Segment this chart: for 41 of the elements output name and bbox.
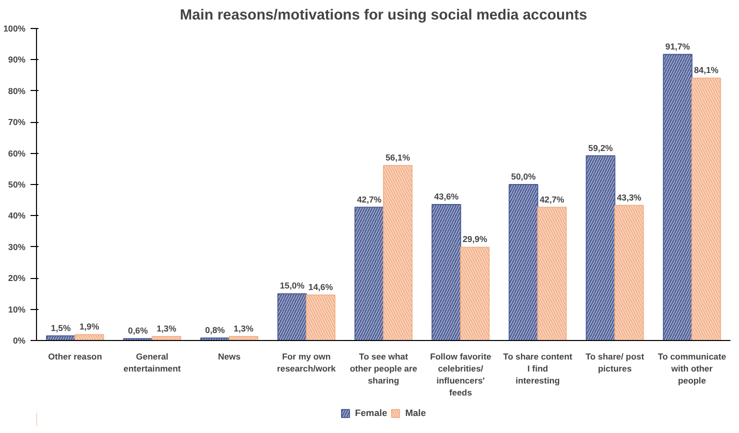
data-label: 56,1% — [385, 152, 410, 162]
data-label: 1,3% — [234, 323, 254, 334]
y-tick-label: 90% — [8, 54, 26, 65]
y-tick-label: 10% — [8, 304, 26, 314]
data-label: 0,6% — [128, 326, 148, 336]
y-tick-label: 0% — [12, 336, 26, 346]
data-label: 0,8% — [205, 325, 226, 336]
y-tick-label: 30% — [8, 242, 26, 252]
data-label: 14,6% — [308, 282, 334, 292]
x-tick-label: To share/ post pictures — [586, 352, 644, 374]
data-label: 42,7% — [356, 194, 382, 204]
data-label: 43,3% — [616, 192, 642, 202]
x-tick-label: For my own research/work — [277, 352, 336, 374]
x-tick-label: To see what other people are sharing — [350, 352, 418, 386]
x-tick-label: To share content I find interesting — [503, 352, 572, 386]
x-tick-label: Other reason — [48, 352, 102, 362]
legend-label: Female — [355, 408, 388, 418]
y-tick-label: 60% — [8, 148, 26, 158]
legend-label: Male — [405, 408, 426, 418]
data-label: 50,0% — [511, 172, 536, 182]
data-label: 42,7% — [540, 194, 565, 204]
x-tick-label: To communicate with other people — [658, 352, 726, 386]
chart-title: Main reasons/motivations for using social media accounts — [180, 8, 588, 24]
y-tick-label: 70% — [8, 117, 26, 128]
y-tick-label: 20% — [8, 273, 26, 284]
x-tick-label: News — [218, 352, 241, 362]
data-label: 1,3% — [156, 323, 177, 334]
data-label: 59,2% — [588, 142, 614, 153]
data-label: 43,6% — [434, 191, 459, 202]
x-tick-label: General entertainment — [124, 352, 181, 374]
data-label: 29,9% — [462, 234, 488, 244]
data-label: 91,7% — [665, 41, 690, 52]
data-label: 1,5% — [50, 322, 71, 333]
data-label: 15,0% — [280, 280, 305, 291]
data-label: 1,9% — [79, 322, 100, 332]
data-label: 84,1% — [694, 65, 719, 76]
y-tick-label: 80% — [8, 86, 26, 96]
y-tick-label: 50% — [8, 180, 26, 190]
x-tick-label: Follow favorite celebrities/influencers' feeds — [430, 352, 492, 398]
y-tick-label: 100% — [3, 24, 26, 34]
y-tick-label: 40% — [8, 210, 26, 221]
